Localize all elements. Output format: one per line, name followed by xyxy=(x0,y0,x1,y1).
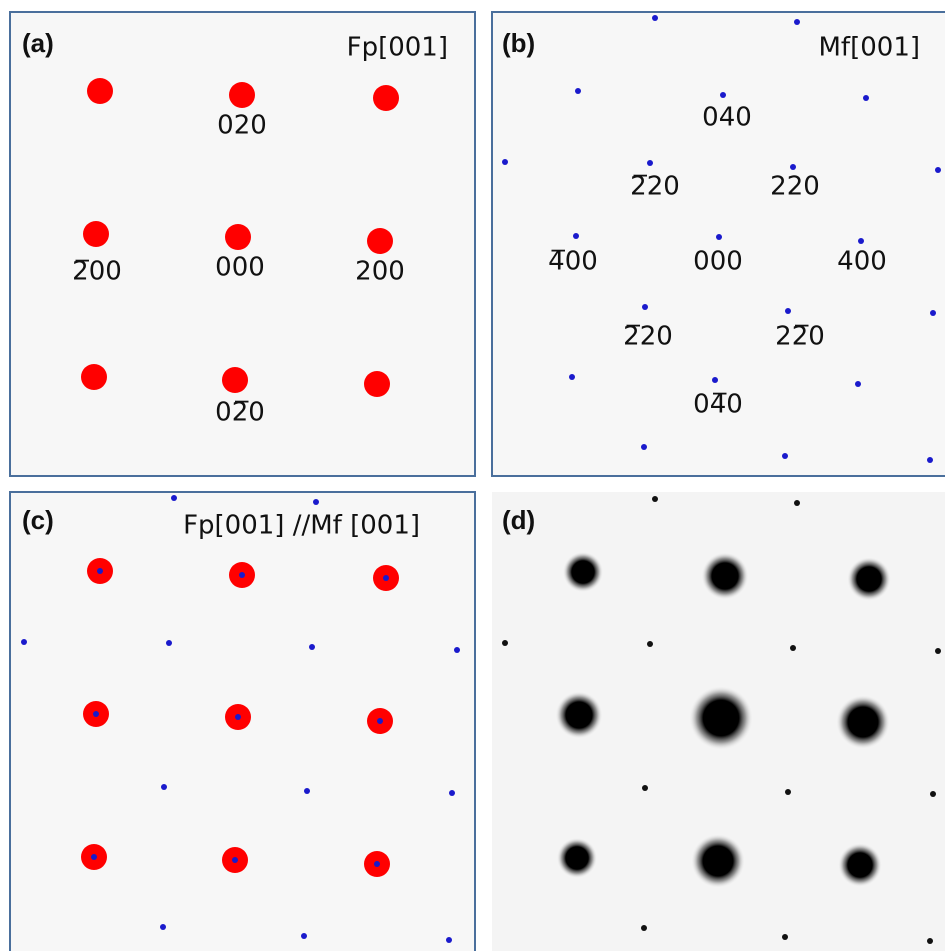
mf-spot xyxy=(647,160,653,166)
panel-title: Mf[001] xyxy=(819,33,921,63)
diffraction-spot xyxy=(689,686,754,751)
spot-label: 22̅0 xyxy=(775,322,825,352)
mf-spot xyxy=(239,572,245,578)
diffraction-spot xyxy=(782,934,788,940)
diffraction-spot xyxy=(642,785,648,791)
mf-spot xyxy=(569,374,575,380)
mf-spot xyxy=(927,457,933,463)
mf-spot xyxy=(716,234,722,240)
fcc-spot xyxy=(373,85,399,111)
mf-spot xyxy=(785,308,791,314)
mf-spot xyxy=(171,495,177,501)
diffraction-spot xyxy=(555,691,603,739)
spot-label: 000 xyxy=(215,253,265,283)
mf-spot xyxy=(309,644,315,650)
panel-title: Fp[001] //Mf [001] xyxy=(183,511,420,541)
mf-spot xyxy=(97,568,103,574)
mf-spot xyxy=(93,711,99,717)
mf-spot xyxy=(232,857,238,863)
mf-spot xyxy=(301,933,307,939)
mf-spot xyxy=(454,647,460,653)
diffraction-spot xyxy=(847,557,891,601)
mf-spot xyxy=(575,88,581,94)
mf-spot xyxy=(782,453,788,459)
mf-spot xyxy=(794,19,800,25)
diffraction-spot xyxy=(502,640,508,646)
mf-spot xyxy=(858,238,864,244)
fcc-spot xyxy=(367,228,393,254)
fcc-spot xyxy=(81,364,107,390)
diffraction-spot xyxy=(701,552,749,600)
diffraction-spot xyxy=(691,834,745,888)
fcc-spot xyxy=(83,221,109,247)
panel-label: (d) xyxy=(502,505,535,535)
diffraction-spot xyxy=(557,838,598,879)
fcc-spot xyxy=(364,371,390,397)
mf-spot xyxy=(304,788,310,794)
mf-spot xyxy=(720,92,726,98)
spot-label: 2̅20 xyxy=(623,322,673,352)
mf-spot xyxy=(313,499,319,505)
mf-spot xyxy=(449,790,455,796)
spot-label: 2̅00 xyxy=(72,257,122,287)
panel-label: (c) xyxy=(22,505,54,535)
diffraction-spot xyxy=(790,645,796,651)
spot-label: 220 xyxy=(770,172,820,202)
mf-spot xyxy=(446,937,452,943)
fcc-spot xyxy=(225,224,251,250)
diffraction-spot xyxy=(794,500,800,506)
spot-label: 400 xyxy=(837,247,887,277)
fcc-spot xyxy=(87,78,113,104)
fcc-spot xyxy=(229,82,255,108)
diffraction-spot xyxy=(836,695,890,749)
mf-spot xyxy=(641,444,647,450)
mf-spot xyxy=(21,639,27,645)
panel-label: (b) xyxy=(502,28,535,58)
mf-spot xyxy=(652,15,658,21)
mf-spot xyxy=(235,714,241,720)
diffraction-spot xyxy=(838,843,882,887)
diffraction-spot xyxy=(652,496,658,502)
spot-label: 020 xyxy=(217,111,267,141)
mf-spot xyxy=(377,718,383,724)
diffraction-spot xyxy=(641,925,647,931)
panel-label: (a) xyxy=(22,28,54,58)
mf-spot xyxy=(930,310,936,316)
mf-spot xyxy=(166,640,172,646)
diffraction-spot xyxy=(930,791,936,797)
panel-title: Fp[001] xyxy=(347,33,448,63)
diffraction-spot xyxy=(647,641,653,647)
spot-label: 040 xyxy=(702,103,752,133)
spot-label: 04̅0 xyxy=(693,390,743,420)
mf-spot xyxy=(160,924,166,930)
spot-label: 2̅20 xyxy=(630,172,680,202)
mf-spot xyxy=(790,164,796,170)
mf-spot xyxy=(855,381,861,387)
mf-spot xyxy=(863,95,869,101)
mf-spot xyxy=(383,575,389,581)
spot-label: 4̅00 xyxy=(548,247,598,277)
diffraction-spot xyxy=(563,552,604,593)
mf-spot xyxy=(573,233,579,239)
mf-spot xyxy=(374,861,380,867)
diffraction-spot xyxy=(927,938,933,944)
spot-label: 200 xyxy=(355,257,405,287)
mf-spot xyxy=(502,159,508,165)
mf-spot xyxy=(935,167,941,173)
mf-spot xyxy=(712,377,718,383)
diffraction-spot xyxy=(935,648,941,654)
diffraction-spot xyxy=(785,789,791,795)
mf-spot xyxy=(642,304,648,310)
spot-label: 02̅0 xyxy=(215,398,265,428)
fcc-spot xyxy=(222,367,248,393)
spot-label: 000 xyxy=(693,247,743,277)
figure: (a) Fp[001] (b) Mf[001] (c) Fp[001] //Mf… xyxy=(0,0,945,951)
mf-spot xyxy=(161,784,167,790)
mf-spot xyxy=(91,854,97,860)
